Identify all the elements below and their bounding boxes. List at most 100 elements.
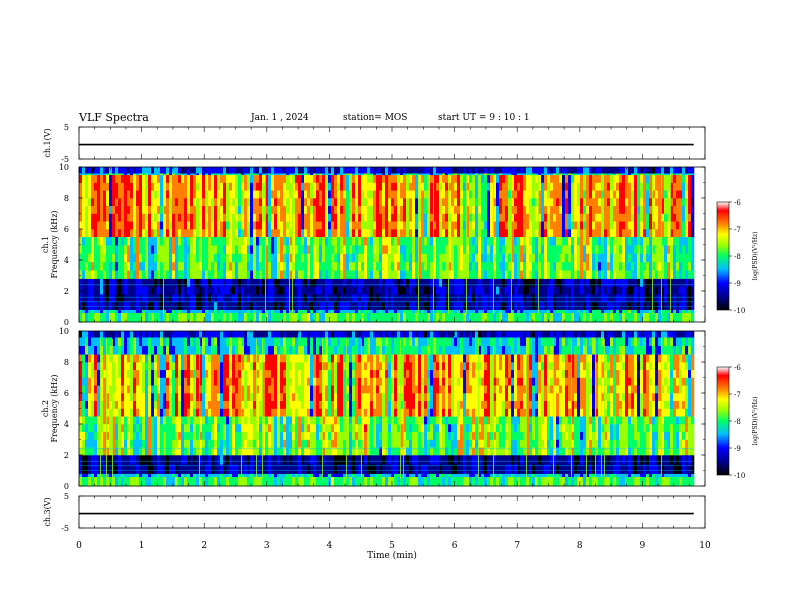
spectrogram-cell	[472, 221, 476, 230]
spectrogram-cell	[286, 182, 290, 191]
spectrogram-cell	[250, 213, 254, 222]
spectrogram-cell	[268, 253, 272, 263]
spectrogram-cell	[652, 253, 656, 263]
spectrogram-cell	[232, 221, 236, 230]
spectrogram-cell	[292, 236, 296, 246]
spectrogram-cell	[304, 229, 308, 238]
spectrogram-cell	[313, 278, 317, 287]
spectrogram-cell	[502, 294, 506, 303]
spectrogram-cell	[637, 301, 641, 310]
spectrogram-cell	[292, 221, 296, 230]
spectrogram-cell	[82, 173, 86, 176]
spectrogram-cell	[310, 174, 314, 183]
spectrogram-cell	[415, 182, 419, 191]
spectrogram-cell	[532, 205, 536, 214]
spectrogram-cell	[382, 221, 386, 230]
spectrogram-cell	[208, 221, 212, 230]
spectrogram-cell	[493, 286, 497, 295]
spectrogram-cell	[394, 286, 398, 295]
spectrogram-cell	[151, 337, 155, 347]
spectrogram-cell	[391, 190, 395, 199]
spectrogram-cell	[343, 245, 347, 254]
spectrogram-cell	[196, 309, 200, 313]
spectrogram-cell	[619, 229, 623, 238]
spectrogram-cell	[262, 261, 266, 271]
spectrogram-cell	[400, 312, 404, 323]
spectrogram-cell	[376, 167, 380, 174]
spectrogram-cell	[133, 408, 137, 417]
spectrogram-cell	[361, 213, 365, 222]
spectrogram-cell	[376, 205, 380, 214]
spectrogram-cell	[607, 294, 611, 303]
spectrogram-cell	[550, 213, 554, 222]
spectrogram-cell	[574, 245, 578, 254]
spectrogram-cell	[394, 270, 398, 279]
spectrogram-cell	[139, 245, 143, 254]
spectrogram-cell	[400, 205, 404, 214]
spectrogram-cell	[541, 261, 545, 271]
spectrogram-cell	[163, 345, 167, 355]
spectrogram-cell	[490, 213, 494, 222]
spectrogram-cell	[241, 198, 245, 207]
spectrogram-cell	[688, 213, 692, 222]
spectrogram-cell	[598, 278, 602, 287]
spectrogram-cell	[616, 167, 620, 174]
spectrogram-cell	[100, 447, 104, 456]
spectrogram-cell	[529, 261, 533, 271]
spectrogram-cell	[487, 309, 491, 313]
spectrogram-cell	[292, 190, 296, 199]
spectrogram-cell	[568, 261, 572, 271]
spectrogram-cell	[613, 229, 617, 238]
spectrogram-cell	[109, 312, 113, 323]
spectrogram-cell	[223, 301, 227, 310]
spectrogram-cell	[97, 236, 101, 246]
spectrogram-cell	[223, 261, 227, 271]
spectrogram-cell	[265, 253, 269, 263]
spectrogram-cell	[97, 464, 101, 474]
spectrogram-cell	[580, 245, 584, 254]
spectrogram-cell	[646, 312, 650, 323]
spectrogram-cell	[103, 424, 107, 433]
spectrogram-cell	[565, 286, 569, 295]
spectrogram-cell	[166, 473, 170, 477]
spectrogram-cell	[472, 174, 476, 183]
spectrogram-cell	[400, 253, 404, 263]
spectrogram-cell	[112, 236, 116, 246]
spectrogram-cell	[679, 205, 683, 214]
spectrogram-cell	[598, 229, 602, 238]
spectrogram-cell	[448, 309, 452, 313]
spectrogram-cell	[466, 261, 470, 271]
spectrogram-cell	[484, 221, 488, 230]
spectrogram-cell	[247, 236, 251, 246]
spectrogram-cell	[214, 221, 218, 230]
spectrogram-cell	[241, 278, 245, 287]
spectrogram-cell	[352, 182, 356, 191]
spectrogram-cell	[490, 253, 494, 263]
spectrogram-cell	[517, 190, 521, 199]
spectrogram-cell	[646, 253, 650, 263]
spectrogram-cell	[586, 174, 590, 183]
spectrogram-cell	[124, 174, 128, 183]
spectrogram-cell	[571, 182, 575, 191]
spectrogram-cell	[325, 167, 329, 174]
spectrogram-cell	[508, 173, 512, 176]
spectrogram-cell	[184, 213, 188, 222]
spectrogram-cell	[196, 278, 200, 287]
spectrogram-cell	[388, 278, 392, 287]
spectrogram-cell	[649, 261, 653, 271]
spectrogram-cell	[286, 229, 290, 238]
spectrogram-cell	[565, 221, 569, 230]
spectrogram-cell	[616, 270, 620, 279]
spectrogram-cell	[358, 198, 362, 207]
spectrogram-cell	[193, 278, 197, 287]
spectrogram-cell	[154, 312, 158, 323]
spectrogram-cell	[673, 213, 677, 222]
spectrogram-cell	[157, 294, 161, 303]
spectrogram-cell	[151, 182, 155, 191]
spectrogram-cell	[130, 312, 134, 323]
spectrogram-cell	[346, 278, 350, 287]
spectrogram-cell	[289, 221, 293, 230]
spectrogram-cell	[397, 205, 401, 214]
spectrogram-cell	[457, 312, 461, 323]
spectrogram-cell	[151, 354, 155, 363]
